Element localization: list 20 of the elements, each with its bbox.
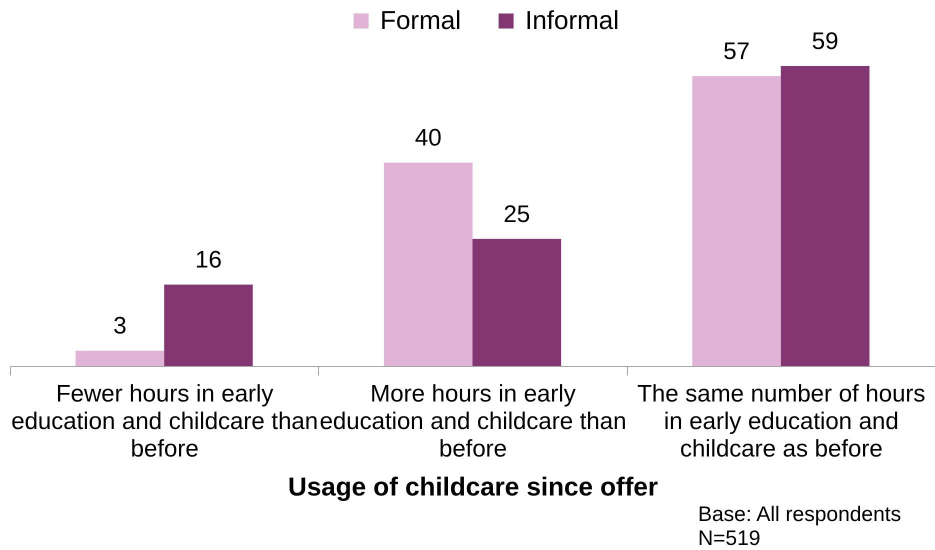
x-tick-label: Fewer hours in early education and childcare than before xyxy=(11,380,318,462)
data-label: 3 xyxy=(113,312,127,340)
bar xyxy=(780,66,870,366)
data-label: 16 xyxy=(195,246,222,274)
bar xyxy=(472,238,562,366)
text: Base: All respondents xyxy=(698,503,902,526)
data-label: 59 xyxy=(812,28,838,55)
legend-label: Formal xyxy=(380,5,461,35)
data-label: 25 xyxy=(503,200,530,228)
x-axis-title: Usage of childcare since offer xyxy=(288,472,658,502)
data-label: 40 xyxy=(414,124,442,152)
bar xyxy=(384,162,472,366)
x-tick-label: More hours in early education and childcare than before xyxy=(320,380,626,462)
x-tick-label: The same number of hours in early education and childcare as before xyxy=(637,380,926,462)
bar xyxy=(164,284,253,366)
bar xyxy=(692,76,781,366)
text: N=519 xyxy=(698,527,760,550)
bar xyxy=(76,350,164,366)
data-label: 57 xyxy=(723,38,750,66)
legend-label: Informal xyxy=(525,5,620,35)
